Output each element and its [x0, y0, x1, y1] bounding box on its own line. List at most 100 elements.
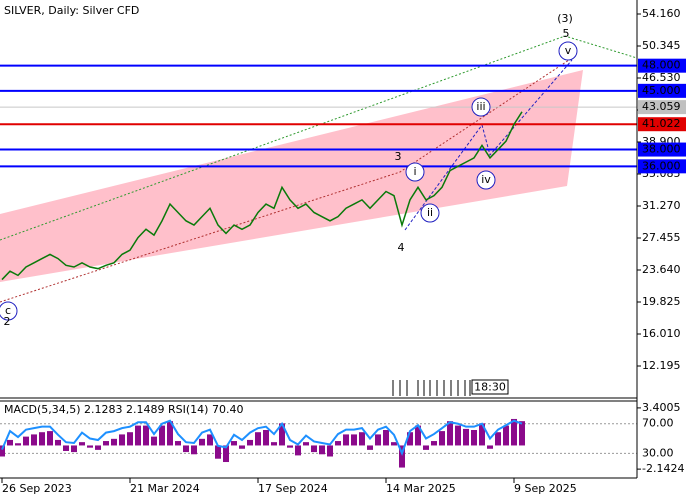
macd-bar: [367, 445, 373, 450]
macd-bar: [263, 429, 269, 446]
wave-label: 4: [398, 241, 405, 254]
level-box: [638, 117, 686, 132]
time-markers: [392, 380, 471, 396]
macd-bar: [503, 425, 509, 446]
y2-tick-label: 70.00: [642, 417, 674, 430]
macd-bar: [239, 445, 245, 449]
macd-bar: [15, 443, 21, 446]
macd-bar: [23, 436, 29, 446]
macd-bar: [335, 441, 341, 446]
macd-bar: [215, 445, 221, 459]
wave-label: iii: [476, 100, 485, 113]
x-tick-label: 14 Mar 2025: [386, 482, 456, 495]
wave-circle: [405, 162, 425, 182]
chart-title: SILVER, Daily: Silver CFD: [4, 4, 139, 17]
y-tick-label: 19.825: [642, 295, 681, 308]
macd-bar: [359, 432, 365, 446]
macd-bar: [303, 442, 309, 446]
macd-bar: [391, 442, 397, 446]
macd-bar: [343, 434, 349, 446]
y-tick-label: 50.345: [642, 39, 681, 52]
price-label: 43.059: [642, 100, 681, 113]
level-label: 38.000: [642, 143, 681, 156]
macd-bar: [455, 425, 461, 446]
wave-label: ii: [427, 206, 433, 219]
x-tick-label: 17 Sep 2024: [258, 482, 328, 495]
macd-bar: [295, 445, 301, 456]
macd-bar: [447, 421, 453, 446]
macd-bar: [463, 428, 469, 446]
time-label: 18:30: [474, 381, 506, 394]
macd-bar: [287, 445, 293, 448]
indicator-panel: 70.00 30.00 3.4005 -2.1424: [0, 401, 684, 475]
y-tick-label: 16.010: [642, 327, 681, 340]
level-box: [638, 142, 686, 157]
macd-bar: [319, 445, 325, 455]
macd-bar: [519, 421, 525, 446]
level-label: 36.000: [642, 159, 681, 172]
macd-bar: [151, 436, 157, 446]
macd-bar: [407, 432, 413, 446]
wave-label: 5: [563, 27, 570, 40]
macd-bar: [279, 423, 285, 446]
macd-bar: [175, 441, 181, 446]
macd-bar: [127, 432, 133, 446]
macd-bar: [327, 445, 333, 457]
macd-bar: [479, 423, 485, 446]
wave-guide: [0, 35, 638, 241]
macd-bar: [183, 445, 189, 453]
y-tick-label: -2.1424: [642, 462, 684, 475]
y2-tick-label: 30.00: [642, 446, 674, 459]
wave-circle: [420, 203, 440, 223]
macd-bar: [399, 445, 405, 468]
macd-bar: [79, 442, 85, 446]
y-tick-label: 23.640: [642, 263, 681, 276]
macd-bar: [39, 432, 45, 446]
level-label: 45.000: [642, 84, 681, 97]
wave-label: 3: [395, 150, 402, 163]
wave-label: i: [413, 165, 416, 178]
macd-bar: [0, 445, 5, 457]
macd-bar: [31, 434, 37, 446]
macd-bar: [495, 432, 501, 446]
level-box: [638, 83, 686, 98]
macd-bar: [351, 434, 357, 446]
macd-bar: [87, 445, 93, 448]
wave-label: c: [5, 304, 11, 317]
macd-bar: [431, 441, 437, 446]
macd-bar: [311, 445, 317, 453]
macd-bar: [511, 418, 517, 446]
macd-bar: [143, 425, 149, 446]
wave-label: iv: [481, 173, 491, 186]
macd-bar: [167, 421, 173, 446]
macd-bar: [119, 434, 125, 446]
macd-bar: [415, 425, 421, 446]
macd-bar: [247, 439, 253, 446]
y-tick-label: 31.270: [642, 199, 681, 212]
wave-label: v: [565, 44, 572, 57]
macd-bar: [271, 442, 277, 446]
wave-circle: [476, 170, 496, 190]
level-label: 48.000: [642, 59, 681, 72]
y-tick-label: 46.530: [642, 71, 681, 84]
wave-guide: [0, 57, 573, 303]
macd-bar: [103, 441, 109, 446]
macd-bar: [7, 439, 13, 446]
macd-bar: [55, 439, 61, 446]
macd-bar: [487, 445, 493, 449]
wave-circle: [558, 41, 578, 61]
wave-guide: [404, 59, 573, 231]
level-label: 41.022: [642, 117, 681, 130]
wave-label: (3): [557, 12, 573, 25]
y-tick-label: 12.195: [642, 359, 681, 372]
wave-circle: [0, 301, 18, 321]
macd-bar: [439, 431, 445, 446]
rsi-line: [1, 419, 523, 457]
macd-bar: [231, 441, 237, 446]
macd-bar: [71, 445, 77, 453]
price-panel: 54.16050.34546.53042.71538.90035.08531.2…: [0, 7, 686, 495]
macd-bar: [255, 432, 261, 446]
indicator-title: MACD(5,34,5) 2.1283 2.1489 RSI(14) 70.40: [4, 403, 243, 416]
macd-bar: [423, 445, 429, 450]
